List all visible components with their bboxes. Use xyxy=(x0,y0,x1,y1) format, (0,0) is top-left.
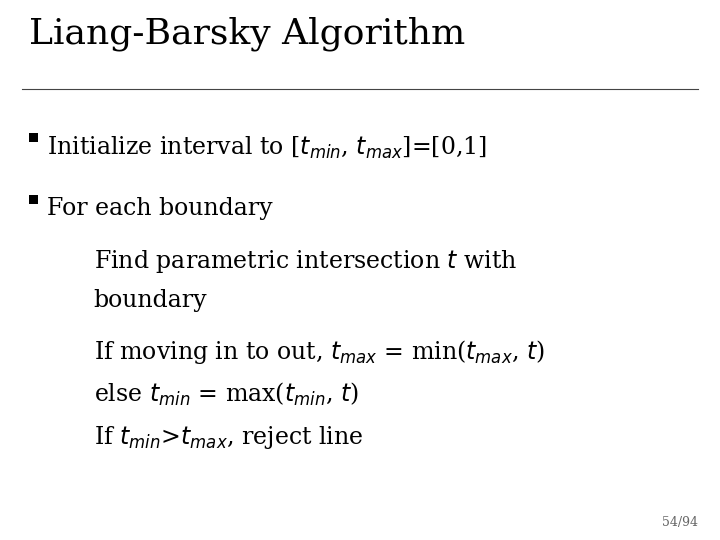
Text: Find parametric intersection $t$ with: Find parametric intersection $t$ with xyxy=(94,248,517,275)
Text: If moving in to out, $t_{max}$ = min($t_{max}$, $t$): If moving in to out, $t_{max}$ = min($t_… xyxy=(94,338,545,366)
Bar xyxy=(29,195,38,205)
Text: 54/94: 54/94 xyxy=(662,516,698,529)
Text: Initialize interval to [$t_{min}$, $t_{max}$]=[0,1]: Initialize interval to [$t_{min}$, $t_{m… xyxy=(47,135,487,161)
Text: Liang-Barsky Algorithm: Liang-Barsky Algorithm xyxy=(29,16,465,51)
Text: boundary: boundary xyxy=(94,289,207,312)
Bar xyxy=(29,133,38,143)
Text: else $t_{min}$ = max($t_{min}$, $t$): else $t_{min}$ = max($t_{min}$, $t$) xyxy=(94,381,359,408)
Text: For each boundary: For each boundary xyxy=(47,197,272,220)
Text: If $t_{min}$>$t_{max}$, reject line: If $t_{min}$>$t_{max}$, reject line xyxy=(94,424,363,451)
